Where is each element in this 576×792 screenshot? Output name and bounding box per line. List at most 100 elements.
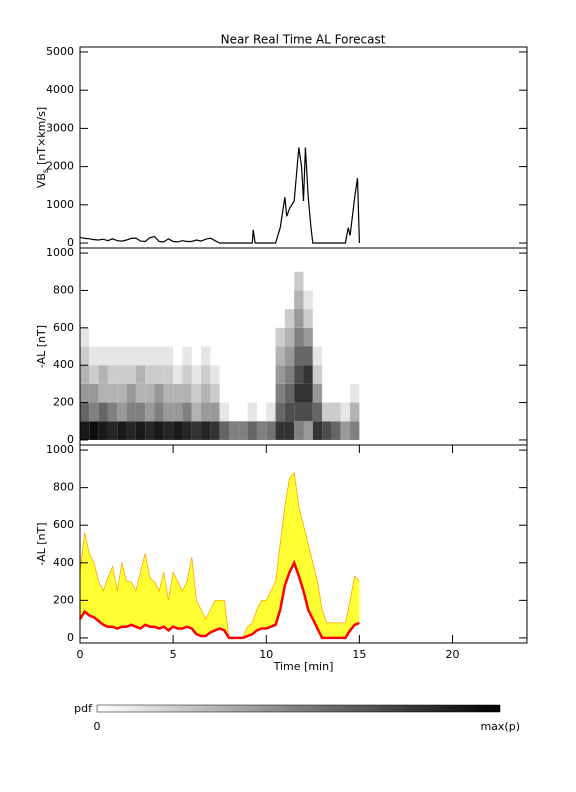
heat-cell	[294, 383, 304, 403]
heat-cell	[303, 309, 313, 328]
heat-cell	[163, 402, 174, 422]
heat-cell	[284, 365, 295, 384]
heat-cell	[126, 402, 136, 422]
heat-cell	[322, 402, 332, 422]
heat-cell	[201, 383, 211, 403]
heat-cell	[145, 402, 155, 422]
heat-cell	[182, 346, 192, 366]
heat-cell	[145, 365, 155, 384]
heat-cell	[80, 383, 90, 403]
y-tick-label: 4000	[46, 83, 74, 96]
heat-cell	[173, 383, 183, 403]
y-tick-label: 200	[53, 396, 74, 409]
heat-cell	[191, 421, 202, 440]
y-axis-label: -AL [nT]	[35, 325, 48, 368]
colorbar-min: 0	[94, 720, 101, 733]
x-tick-label: 0	[77, 648, 84, 661]
y-tick-label: 1000	[46, 198, 74, 211]
y-tick-label: 400	[53, 556, 74, 569]
heat-cell	[80, 327, 90, 347]
y-tick-label: 0	[67, 631, 74, 644]
heat-cell	[154, 383, 164, 403]
heat-cell	[340, 402, 351, 422]
heat-cell	[275, 402, 285, 422]
heat-cell	[350, 421, 360, 440]
heat-cell	[98, 346, 108, 366]
heat-cell	[173, 402, 183, 422]
heat-cell	[294, 327, 304, 347]
heat-cell	[303, 346, 313, 366]
y-tick-label: 600	[53, 321, 74, 334]
heat-cell	[266, 421, 276, 440]
heat-cell	[163, 383, 174, 403]
heat-cell	[182, 383, 192, 403]
heat-cell	[201, 402, 211, 422]
heat-cell	[98, 421, 108, 440]
heat-cell	[191, 365, 202, 384]
colorbar-label: pdf	[74, 702, 93, 715]
heat-cell	[331, 402, 341, 422]
heat-cell	[284, 421, 295, 440]
heat-cell	[247, 421, 257, 440]
heat-cell	[80, 402, 90, 422]
x-tick-label: 5	[170, 648, 177, 661]
heat-cell	[98, 383, 108, 403]
heat-cell	[154, 365, 164, 384]
band-fill	[80, 472, 360, 638]
heat-cell	[135, 383, 146, 403]
y-tick-label: 1000	[46, 246, 74, 259]
y-axis-label: -AL [nT]	[35, 522, 48, 565]
heat-cell	[284, 309, 295, 328]
heat-cell	[284, 346, 295, 366]
heat-cell	[80, 365, 90, 384]
heat-cell	[154, 421, 164, 440]
heat-cell	[98, 365, 108, 384]
heat-cell	[117, 421, 127, 440]
heat-cell	[210, 421, 220, 440]
heat-cell	[201, 421, 211, 440]
heat-cell	[247, 402, 257, 422]
heat-cell	[275, 383, 285, 403]
panel-frame	[79, 444, 528, 644]
y-label-main: VB	[35, 173, 48, 188]
panel-frame	[79, 46, 528, 249]
heat-cell	[154, 402, 164, 422]
heat-cell	[303, 421, 313, 440]
heat-cell	[303, 402, 313, 422]
heat-cell	[294, 290, 304, 310]
heat-cell	[219, 402, 229, 422]
y-label-sub: s	[41, 169, 50, 173]
y-tick-label: 600	[53, 518, 74, 531]
y-tick-label: 0	[67, 236, 74, 249]
heat-cell	[284, 327, 295, 347]
heat-cell	[312, 365, 323, 384]
heat-cell	[191, 383, 202, 403]
heat-cell	[126, 365, 136, 384]
heat-cell	[126, 383, 136, 403]
heat-cell	[89, 383, 99, 403]
heat-cell	[117, 346, 127, 366]
heat-cell	[275, 421, 285, 440]
heat-cell	[256, 421, 267, 440]
heat-cell	[107, 421, 118, 440]
heat-cell	[294, 271, 304, 291]
y-tick-label: 200	[53, 593, 74, 606]
heat-cell	[350, 383, 360, 403]
heat-cell	[210, 402, 220, 422]
heat-cell	[210, 365, 220, 384]
heat-cell	[303, 365, 313, 384]
heat-cell	[135, 346, 146, 366]
heat-cell	[107, 383, 118, 403]
heat-cell	[135, 421, 146, 440]
heat-cell	[331, 421, 341, 440]
heat-cell	[312, 346, 323, 366]
x-tick-label: 20	[446, 648, 460, 661]
y-tick-label: 2000	[46, 160, 74, 173]
heat-cell	[284, 383, 295, 403]
x-tick-label: 15	[352, 648, 366, 661]
heat-cell	[275, 327, 285, 347]
heat-cell	[294, 365, 304, 384]
heat-cell	[312, 421, 323, 440]
heat-cell	[107, 365, 118, 384]
